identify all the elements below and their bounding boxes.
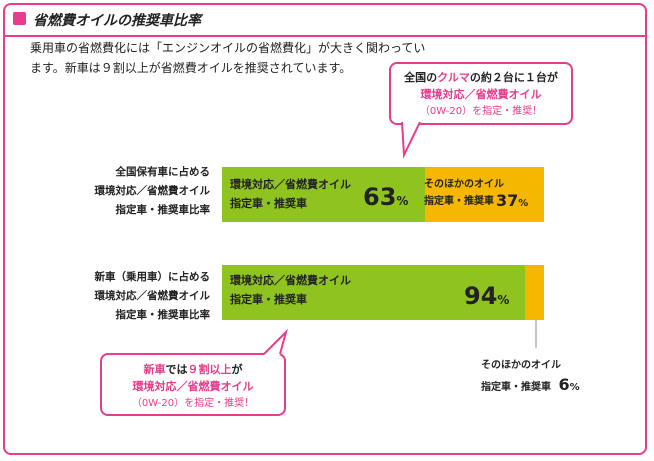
data-label-eco-all: 63% [363, 183, 409, 211]
row-2-label-line-3: 指定車・推奨車比率 [115, 309, 211, 321]
callout-all-vehicles: 全国のクルマの約２台に１台が 環境対応／省燃費オイル （0W-20）を指定・推奨… [389, 62, 573, 125]
intro-line-2: ます。新車は９割以上が省燃費オイルを推奨されています。 [30, 61, 352, 75]
bar-all-vehicles [222, 167, 544, 222]
bar-new-vehicles [222, 265, 544, 320]
header: 省燃費オイルの推奨車比率 [5, 5, 645, 37]
callout-new-vehicles: 新車では９割以上が 環境対応／省燃費オイル （0W-20）を指定・推奨！ [100, 353, 286, 416]
callout-top-tail [401, 121, 421, 159]
bar-segment-eco-new [222, 265, 525, 320]
data-label-other-all: 37% [496, 191, 529, 210]
intro-line-1: 乗用車の省燃費化には「エンジンオイルの省燃費化」が大きく関わってい [30, 41, 426, 55]
callout-bottom-line-2: 環境対応／省燃費オイル [132, 380, 254, 393]
intro-text: 乗用車の省燃費化には「エンジンオイルの省燃費化」が大きく関わってい ます。新車は… [30, 38, 430, 78]
data-label-other-new: 6% [558, 375, 580, 394]
callout-bottom-line-3: （0W-20）を指定・推奨！ [131, 398, 255, 409]
callout-bottom-line-1: 新車では９割以上が [143, 363, 243, 376]
row-label-new-vehicles: 新車（乗用車）に占める 環境対応／省燃費オイル 指定車・推奨車比率 [60, 268, 211, 325]
row-1-label-line-1: 全国保有車に占める [115, 166, 211, 178]
segment-label-other-new: そのほかのオイル 指定車・推奨車 6% [481, 360, 580, 394]
callout-top-line-1: 全国のクルマの約２台に１台が [404, 71, 558, 84]
page-title: 省燃費オイルの推奨車比率 [33, 13, 201, 29]
callout-top-line-3: （0W-20）を指定・推奨！ [419, 106, 543, 117]
row-label-all-vehicles: 全国保有車に占める 環境対応／省燃費オイル 指定車・推奨車比率 [60, 163, 211, 220]
chart-frame: 省燃費オイルの推奨車比率 [3, 3, 647, 455]
header-square-icon [13, 12, 26, 25]
row-1-label-line-3: 指定車・推奨車比率 [115, 204, 211, 216]
segment-label-eco-new: 環境対応／省燃費オイル 指定車・推奨車 [230, 274, 351, 306]
leader-line-other-new [535, 320, 537, 348]
row-2-label-line-1: 新車（乗用車）に占める [94, 271, 211, 283]
segment-label-other-all: そのほかのオイル 指定車・推奨車 [424, 179, 504, 207]
row-2-label-line-2: 環境対応／省燃費オイル [94, 290, 211, 302]
callout-bottom-tail [263, 328, 288, 355]
data-label-eco-new: 94% [464, 282, 510, 310]
row-1-label-line-2: 環境対応／省燃費オイル [94, 185, 211, 197]
bar-segment-other-new [525, 265, 544, 320]
callout-top-line-2: 環境対応／省燃費オイル [420, 88, 542, 101]
segment-label-eco-all: 環境対応／省燃費オイル 指定車・推奨車 [230, 178, 351, 210]
bar-segment-other-all [425, 167, 544, 222]
bar-segment-eco-all [222, 167, 425, 222]
